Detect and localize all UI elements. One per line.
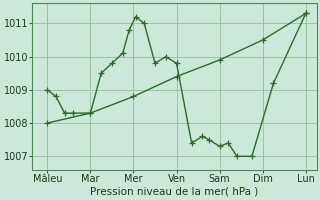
X-axis label: Pression niveau de la mer( hPa ): Pression niveau de la mer( hPa ) <box>90 187 259 197</box>
